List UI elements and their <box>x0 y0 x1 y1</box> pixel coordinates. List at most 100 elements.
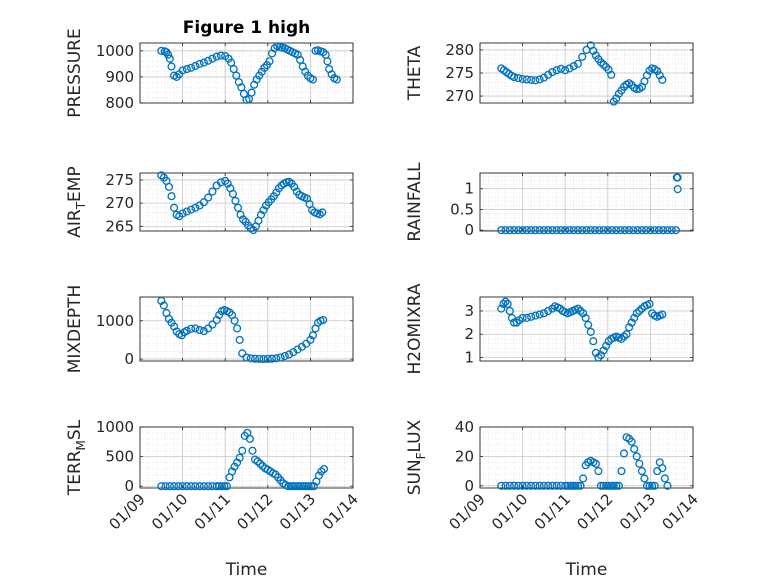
data-point <box>497 304 506 313</box>
x-axis-label: Time <box>225 560 268 580</box>
y-axis-label: SUNFLUX <box>405 419 428 495</box>
y-tick-label: 0 <box>464 477 474 495</box>
data-point <box>658 75 667 84</box>
data-point <box>250 354 260 363</box>
data-point <box>308 331 318 340</box>
data-point <box>535 481 544 490</box>
data-point <box>167 62 176 71</box>
data-point <box>294 482 303 491</box>
data-point <box>571 481 580 490</box>
y-tick-label: 900 <box>105 68 134 86</box>
data-point <box>642 226 651 235</box>
data-point <box>650 481 659 490</box>
y-tick-label: 1 <box>464 349 474 367</box>
data-point <box>199 198 208 207</box>
data-point <box>518 313 527 322</box>
data-point <box>518 74 527 84</box>
data-point <box>247 88 256 97</box>
data-point <box>566 481 575 490</box>
major-grid <box>479 297 694 361</box>
data-point <box>187 482 196 491</box>
data-point <box>161 482 170 491</box>
y-axis-label: RAINFALL <box>405 162 425 242</box>
data-point <box>582 226 591 235</box>
data-point <box>157 482 166 491</box>
data-point <box>212 52 221 61</box>
data-point <box>291 482 300 491</box>
data-point <box>157 46 166 55</box>
data-point <box>280 351 289 361</box>
data-point <box>259 355 268 364</box>
data-point <box>563 481 572 490</box>
data-point <box>216 51 225 60</box>
data-point <box>625 226 634 235</box>
y-tick-label: 0.5 <box>450 200 474 218</box>
data-point <box>208 54 217 63</box>
data-point <box>556 226 565 235</box>
y-tick-label: 270 <box>105 194 134 212</box>
data-point <box>616 226 625 235</box>
data-point <box>659 226 668 235</box>
data-point <box>235 453 244 462</box>
data-point <box>596 481 606 490</box>
data-point <box>238 446 247 455</box>
y-axis-label: MIXDEPTH <box>65 285 85 374</box>
data-point <box>581 313 590 322</box>
data-point <box>645 481 654 490</box>
data-point <box>522 481 531 490</box>
data-point <box>259 206 268 215</box>
data-point <box>499 299 508 309</box>
data-point <box>576 306 585 316</box>
data-point <box>619 449 629 458</box>
data-point <box>164 50 173 59</box>
data-point <box>314 471 323 480</box>
data-point <box>579 309 588 318</box>
data-point <box>217 482 226 491</box>
data-point <box>552 226 561 235</box>
data-series <box>157 428 329 491</box>
data-point <box>578 52 587 61</box>
data-point <box>256 459 265 468</box>
data-point <box>182 482 191 491</box>
data-point <box>531 311 540 320</box>
axes-box <box>139 426 354 489</box>
data-point <box>586 327 595 336</box>
data-point <box>497 481 506 490</box>
data-point <box>242 353 251 362</box>
data-point <box>239 215 248 224</box>
subplot-h2omixra: 1 2 3 H2OMIXRA <box>405 283 694 375</box>
data-point <box>164 182 174 191</box>
data-point <box>527 481 536 490</box>
y-tick-label: 40 <box>455 418 474 436</box>
data-point <box>510 318 519 327</box>
figure-title: Figure 1 high <box>183 18 311 38</box>
data-point <box>561 226 570 235</box>
data-point <box>658 464 667 473</box>
data-point <box>633 226 642 235</box>
data-point <box>182 207 191 216</box>
data-point <box>510 226 519 235</box>
data-point <box>228 189 237 198</box>
data-point <box>178 66 187 75</box>
y-tick-label: 2 <box>464 325 474 343</box>
plot-area <box>480 173 693 231</box>
data-point <box>596 351 606 360</box>
data-point <box>650 226 659 235</box>
data-point <box>548 481 557 490</box>
data-point <box>531 226 540 235</box>
data-point <box>629 226 638 235</box>
data-point <box>645 66 654 75</box>
data-point <box>637 226 646 235</box>
data-point <box>591 459 600 468</box>
data-point <box>319 48 328 57</box>
data-point <box>204 56 213 65</box>
y-tick-label: 800 <box>105 94 134 112</box>
data-point <box>157 296 166 305</box>
data-point <box>602 481 611 490</box>
y-tick-label: 280 <box>445 41 474 59</box>
data-point <box>304 482 313 491</box>
data-point <box>544 226 553 235</box>
data-series <box>497 433 672 490</box>
